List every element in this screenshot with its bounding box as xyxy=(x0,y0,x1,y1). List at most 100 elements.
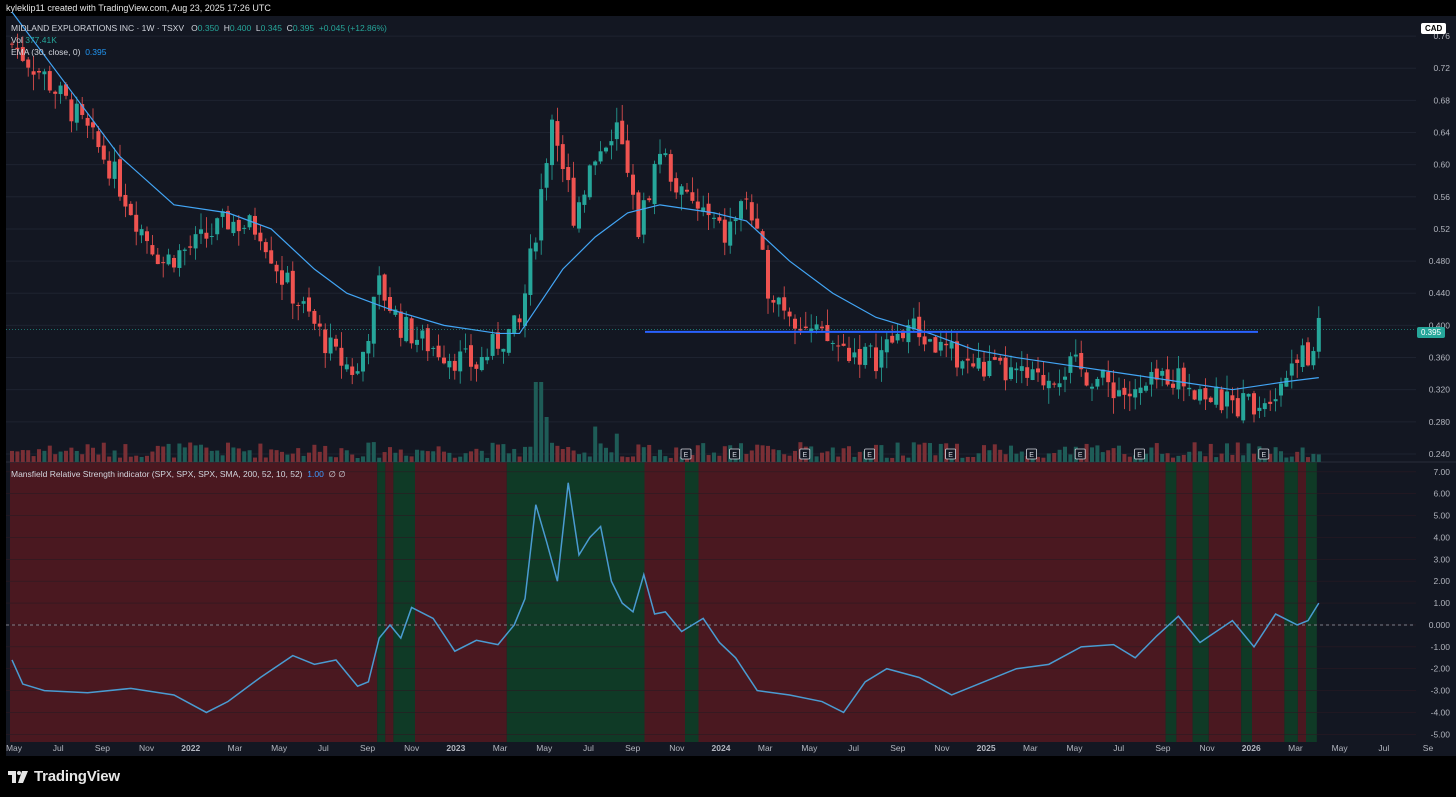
rs-zone-green xyxy=(1284,462,1298,742)
rs-zone-red xyxy=(415,462,507,742)
low-value: 0.345 xyxy=(260,23,282,33)
candle-body xyxy=(658,153,662,165)
volume-bar xyxy=(10,450,14,462)
volume-bar xyxy=(447,452,452,462)
volume-bar xyxy=(512,448,517,462)
volume-bar xyxy=(253,457,257,462)
candle-body xyxy=(992,357,997,360)
candle-body xyxy=(1235,398,1240,417)
volume-bar xyxy=(1279,451,1283,462)
volume-bar xyxy=(695,445,700,462)
candle-body xyxy=(193,234,198,249)
candle-body xyxy=(798,328,803,331)
rs-zone-green xyxy=(377,462,386,742)
candle-body xyxy=(922,336,927,345)
candle-body xyxy=(344,364,349,370)
volume-bar xyxy=(1111,448,1116,462)
volume-bar xyxy=(280,451,284,462)
candle-body xyxy=(760,231,765,250)
price-tick-label: 0.68 xyxy=(1433,95,1450,105)
symbol-name[interactable]: MIDLAND EXPLORATIONS INC · 1W · TSXV xyxy=(11,23,185,33)
candle-body xyxy=(663,153,668,156)
candle-body xyxy=(242,227,247,229)
volume-bar xyxy=(1046,453,1051,462)
volume-bar xyxy=(1127,456,1132,462)
volume-bar xyxy=(80,454,85,462)
volume-bar xyxy=(533,382,538,462)
candle-body xyxy=(830,342,835,344)
volume-bar xyxy=(312,444,317,462)
volume-bar xyxy=(712,452,716,462)
ema-label[interactable]: EMA (30, close, 0) xyxy=(11,47,81,57)
volume-bar xyxy=(717,455,722,462)
candle-body xyxy=(1057,383,1062,388)
candle-body xyxy=(587,165,592,198)
volume-bar xyxy=(987,450,992,462)
rs-tick-label: -3.00 xyxy=(1431,686,1451,696)
date-tick-label: Mar xyxy=(493,743,508,753)
symbol-row: MIDLAND EXPLORATIONS INC · 1W · TSXV O0.… xyxy=(11,22,387,34)
volume-bar xyxy=(366,442,371,462)
candle-body xyxy=(118,159,122,197)
volume-bar xyxy=(188,442,193,462)
volume-bar xyxy=(976,453,981,462)
candle-body xyxy=(188,246,193,248)
volume-bar xyxy=(636,444,641,462)
candle-body xyxy=(258,232,263,242)
candle-body xyxy=(350,366,355,375)
price-tick-label: 0.280 xyxy=(1429,417,1451,427)
volume-bar xyxy=(528,446,533,462)
volume-bar xyxy=(960,457,965,462)
volume-bar xyxy=(614,433,619,462)
candle-body xyxy=(442,357,446,364)
volume-bar xyxy=(1181,454,1186,462)
volume-bar xyxy=(96,454,101,462)
volume-bar xyxy=(906,457,911,462)
date-tick-label: Mar xyxy=(1288,743,1303,753)
volume-bar xyxy=(847,446,851,462)
rs-zone-green xyxy=(685,462,699,742)
volume-bar xyxy=(15,451,20,462)
volume-bar xyxy=(258,443,263,462)
candle-body xyxy=(1198,389,1202,401)
earnings-marker-label: E xyxy=(1137,452,1142,459)
date-axis-area[interactable] xyxy=(6,742,1456,756)
candle-body xyxy=(236,219,241,232)
volume-bar xyxy=(625,457,630,462)
candle-body xyxy=(814,324,819,330)
volume-bar xyxy=(469,451,473,462)
volume-bar xyxy=(555,445,560,462)
price-tick-label: 0.72 xyxy=(1433,63,1450,73)
candle-body xyxy=(1154,368,1159,380)
high-value: 0.400 xyxy=(229,23,252,33)
tradingview-logo[interactable]: TradingView xyxy=(8,768,120,785)
candle-body xyxy=(490,334,495,356)
candle-body xyxy=(1079,353,1084,370)
volume-bar xyxy=(1019,451,1024,462)
candle-body xyxy=(895,333,900,341)
volume-bar xyxy=(350,454,355,462)
volume-bar xyxy=(1273,447,1278,462)
indicator-name[interactable]: Mansfield Relative Strength indicator (S… xyxy=(11,469,303,479)
volume-bar xyxy=(226,442,230,462)
close-value: 0.395 xyxy=(292,23,315,33)
candle-body xyxy=(469,345,473,367)
ema-value: 0.395 xyxy=(85,47,107,57)
candle-body xyxy=(1133,389,1138,398)
date-tick-label: May xyxy=(1066,743,1083,753)
volume-bar xyxy=(236,448,241,462)
volume-label[interactable]: Vol xyxy=(11,35,23,45)
rs-zone-green xyxy=(506,462,645,742)
candle-body xyxy=(496,332,500,349)
candle-body xyxy=(1176,368,1181,390)
date-tick-label: Mar xyxy=(758,743,773,753)
date-tick-label: 2024 xyxy=(712,743,731,753)
candle-body xyxy=(474,364,479,369)
price-axis-area[interactable] xyxy=(1416,16,1456,742)
candle-body xyxy=(1030,369,1035,380)
rs-zone-red xyxy=(698,462,1166,742)
volume-bar xyxy=(296,448,301,462)
currency-badge[interactable]: CAD xyxy=(1421,23,1447,34)
candle-body xyxy=(20,47,25,61)
